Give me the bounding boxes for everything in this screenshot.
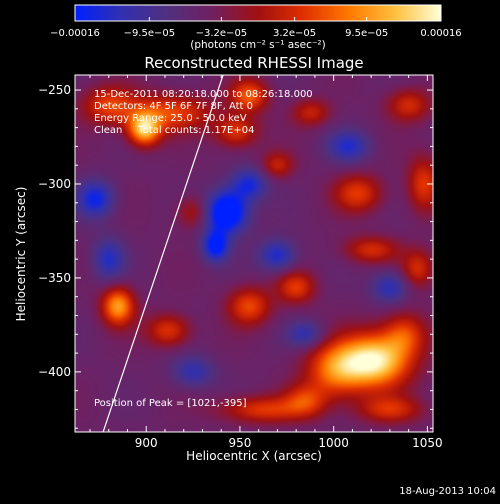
y-axis: −250 −300 −350 −400 xyxy=(38,83,433,429)
annotation-peak-position: Position of Peak = [1021,-395] xyxy=(94,398,247,409)
heatmap-area xyxy=(75,75,433,432)
y-axis-tick-label: −300 xyxy=(38,177,71,191)
colorbar-tick-label: 3.2e−05 xyxy=(273,28,316,39)
y-axis-label: Heliocentric Y (arcsec) xyxy=(14,187,28,322)
colorbar-units: (photons cm⁻² s⁻¹ asec⁻²) xyxy=(190,39,325,51)
colorbar-tick-label: −0.00016 xyxy=(50,28,100,39)
annotation-time-range: 15-Dec-2011 08:20:18.000 to 08:26:18.000 xyxy=(94,89,313,100)
colorbar: −0.00016 −9.5e−05 −3.2e−05 3.2e−05 9.5e−05 0.… xyxy=(50,4,462,51)
annotation-detectors: Detectors: 4F 5F 6F 7F 8F, Att 0 xyxy=(94,101,253,112)
y-axis-tick-label: −350 xyxy=(38,271,71,285)
colorbar-tick-label: 0.00016 xyxy=(420,28,461,39)
footer-timestamp: 18-Aug-2013 10:04 xyxy=(399,486,496,497)
colorbar-tick-label: −9.5e−05 xyxy=(124,28,176,39)
y-axis-tick-label: −400 xyxy=(38,365,71,379)
colorbar-tick-label: 9.5e−05 xyxy=(345,28,388,39)
colorbar-strip xyxy=(74,4,442,22)
colorbar-tick-label: −3.2e−05 xyxy=(196,28,248,39)
observation-annotations: 15-Dec-2011 08:20:18.000 to 08:26:18.000… xyxy=(94,89,313,409)
annotation-energy-range: Energy Range: 25.0 - 50.0 keV xyxy=(94,113,247,124)
x-axis-tick-label: 1000 xyxy=(318,436,349,450)
solar-limb-line xyxy=(102,75,224,432)
annotation-clean-counts: Clean Total counts: 1.17E+04 xyxy=(94,125,254,136)
x-axis-tick-label: 900 xyxy=(135,436,158,450)
x-axis-label: Heliocentric X (arcsec) xyxy=(186,449,322,463)
plot-frame xyxy=(74,74,434,433)
x-axis-tick-label: 1050 xyxy=(412,436,443,450)
heatmap-image xyxy=(75,75,433,432)
chart-title: Reconstructed RHESSI Image xyxy=(144,54,363,72)
x-axis: 900 950 1000 1050 xyxy=(89,75,443,450)
x-axis-tick-label: 950 xyxy=(228,436,251,450)
y-axis-tick-label: −250 xyxy=(38,83,71,97)
colorbar-tick-labels: −0.00016 −9.5e−05 −3.2e−05 3.2e−05 9.5e−05 0.… xyxy=(50,28,462,39)
colorbar-ticks xyxy=(74,17,442,21)
